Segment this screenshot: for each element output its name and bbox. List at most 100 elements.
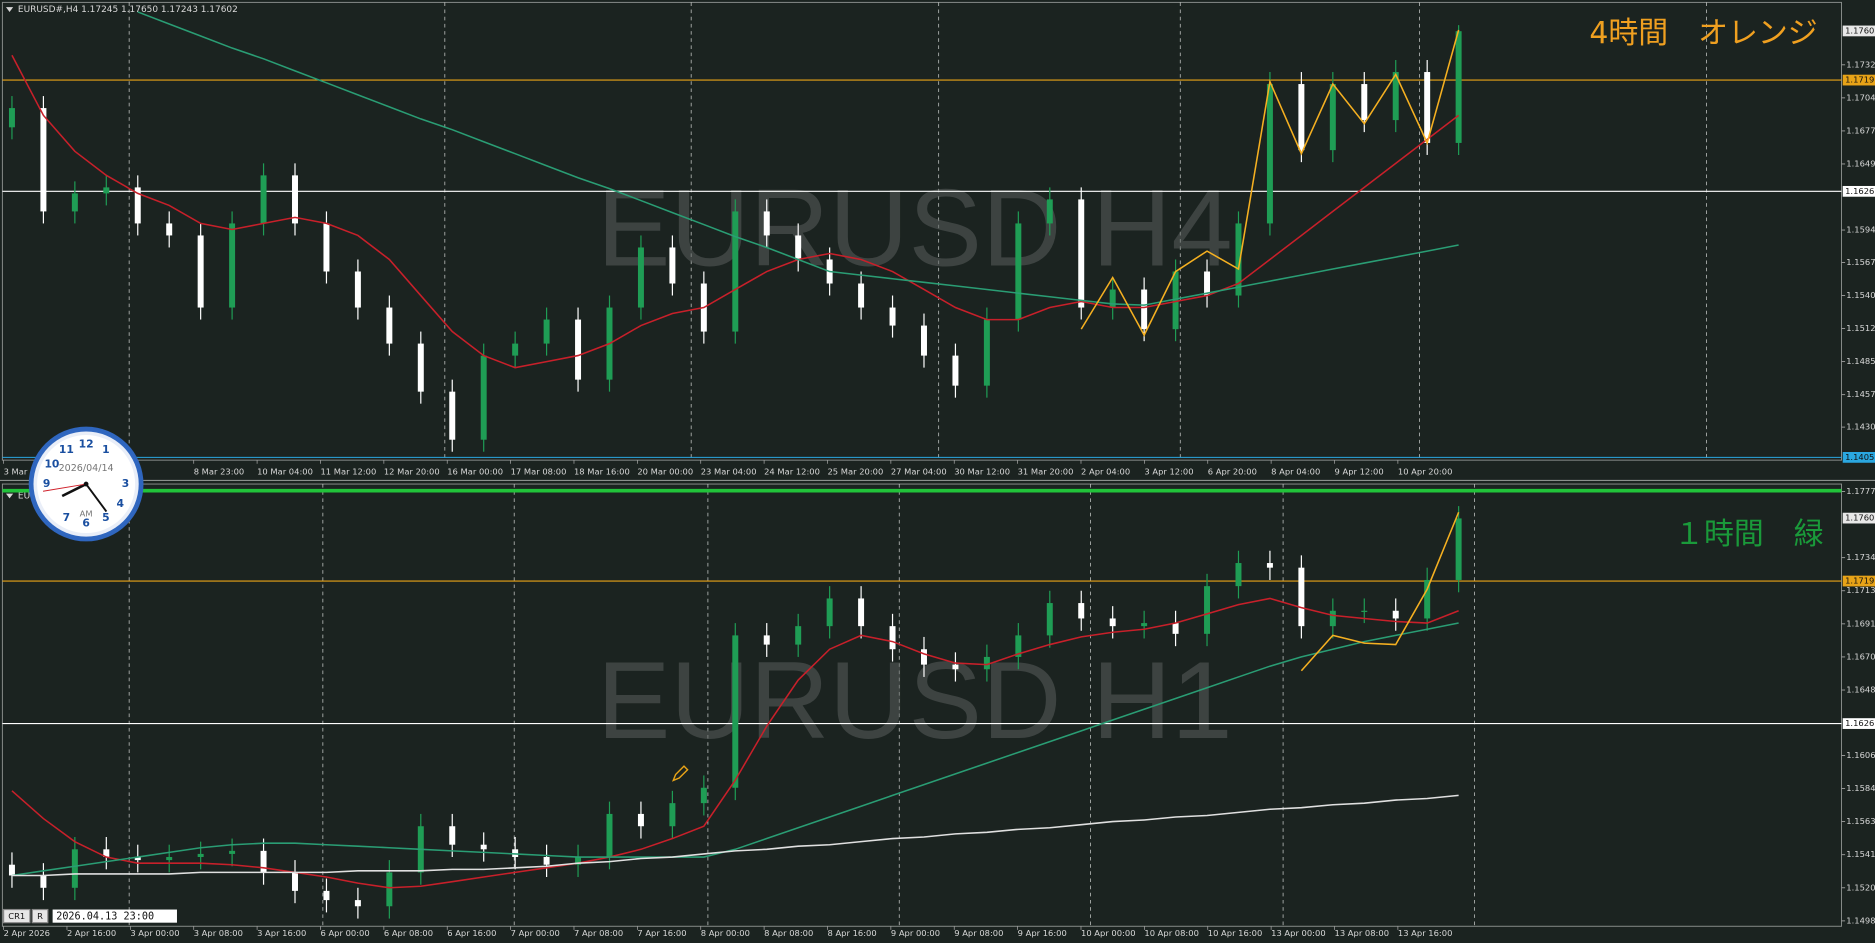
candle-body [449, 826, 456, 845]
candle-body [575, 319, 582, 380]
candle-body [480, 844, 487, 850]
candle-body [197, 853, 204, 858]
candle-body [1361, 610, 1368, 612]
candle-body [323, 890, 330, 901]
candle-body [543, 319, 550, 344]
candle-body [889, 626, 896, 650]
candle-body [637, 247, 644, 308]
candle-body [449, 391, 456, 440]
clock-numeral: 6 [82, 516, 89, 529]
x-tick-label: 10 Apr 00:00 [1081, 928, 1136, 938]
candle-body [1141, 623, 1148, 627]
level-label-box [1842, 74, 1875, 86]
candle-body [1424, 72, 1431, 143]
level-label: 1.17193 [1845, 576, 1875, 586]
candle-body [1235, 223, 1242, 296]
x-tick-label: 13 Apr 00:00 [1271, 928, 1326, 938]
series-line [11, 597, 1459, 889]
level-label: 1.14053 [1845, 452, 1875, 462]
candle-body [292, 175, 298, 224]
candle-body [543, 857, 550, 865]
x-tick-label: 2 Apr 16:00 [67, 928, 116, 938]
x-tick-label: 9 Apr 16:00 [1018, 928, 1067, 938]
x-tick-label: 9 Apr 08:00 [954, 928, 1003, 938]
y-tick-label: 1.16060 [1846, 750, 1875, 760]
candle-body [1392, 610, 1399, 619]
x-tick-label: 31 Mar 20:00 [1018, 467, 1074, 477]
clock-ampm: AM [80, 508, 93, 518]
x-tick-label: 8 Apr 04:00 [1271, 467, 1320, 477]
pencil-shape [671, 765, 689, 782]
candle-body [1329, 84, 1336, 151]
series-line [137, 11, 1459, 306]
x-tick-label: 6 Apr 20:00 [1208, 467, 1257, 477]
watermark: EURUSD H1 [597, 639, 1233, 762]
x-tick-label: 2 Apr 04:00 [1081, 467, 1130, 477]
y-tick-label: 1.15630 [1846, 816, 1875, 826]
level-label: 1.16267 [1845, 186, 1875, 196]
series-line [1300, 511, 1460, 672]
candle-body [1266, 84, 1273, 224]
y-tick-label: 1.14985 [1846, 915, 1875, 925]
candle-body [1298, 567, 1305, 627]
x-tick-label: 2 Apr 2026 [4, 928, 50, 938]
last-price-box [1842, 512, 1875, 524]
candle-body [1204, 271, 1211, 296]
candle-body [1141, 289, 1148, 330]
candle-body [700, 787, 707, 804]
y-tick-label: 1.17320 [1846, 59, 1875, 69]
candle-body [354, 900, 361, 907]
candle-body [983, 319, 990, 386]
last-price-label: 1.17602 [1845, 513, 1875, 523]
candle-body [1046, 603, 1053, 636]
clock-numeral: 10 [44, 457, 59, 470]
x-tick-label: 20 Mar 00:00 [637, 467, 693, 477]
y-tick-label: 1.17130 [1846, 585, 1875, 595]
level-label-box [1842, 185, 1875, 197]
x-tick-label: 10 Apr 20:00 [1398, 467, 1453, 477]
y-tick-label: 1.15675 [1846, 257, 1875, 267]
level-label-box [1842, 718, 1875, 729]
time-box [52, 909, 177, 923]
mode-box[interactable] [31, 908, 49, 924]
candle-body [1015, 223, 1022, 320]
candle-body [40, 875, 47, 888]
candle-body [858, 283, 865, 308]
level-label-box [1842, 452, 1875, 463]
candle-body [763, 635, 770, 645]
x-tick-label: 24 Mar 12:00 [764, 467, 820, 477]
clock-numeral: 12 [79, 438, 94, 451]
x-tick-label: 3 Apr 16:00 [257, 928, 306, 938]
candle-body [920, 649, 927, 665]
series-line [11, 794, 1459, 877]
chart-header: EURUSD#,H4 1.17245 1.17650 1.17243 1.176… [18, 5, 238, 15]
level-label-box [1842, 575, 1875, 587]
x-tick-label: 18 Mar 16:00 [574, 467, 630, 477]
pencil-icon[interactable] [671, 765, 689, 782]
x-tick-label: 25 Mar 20:00 [827, 467, 883, 477]
candle-body [1455, 518, 1462, 580]
panel-frame [1, 1, 1842, 461]
x-tick-label: 6 Apr 16:00 [447, 928, 496, 938]
candle-body [197, 235, 204, 308]
candle-body [1015, 635, 1022, 657]
profile-box[interactable] [2, 908, 31, 924]
y-tick-label: 1.17345 [1846, 552, 1875, 562]
clock-numeral: 11 [59, 443, 74, 456]
candle-body [1329, 610, 1336, 627]
y-tick-label: 1.16700 [1846, 651, 1875, 661]
clock-numeral: 7 [63, 511, 70, 524]
candle-body [826, 598, 833, 627]
candle-body [8, 108, 15, 128]
y-tick-label: 1.15415 [1846, 849, 1875, 859]
y-tick-label: 1.15945 [1846, 225, 1875, 235]
candle-body [323, 223, 330, 272]
candle-body [229, 850, 236, 854]
last-price-box [1842, 25, 1875, 37]
x-tick-label: 23 Mar 04:00 [701, 467, 757, 477]
y-tick-label: 1.17045 [1846, 92, 1875, 102]
x-tick-label: 10 Mar 04:00 [257, 467, 313, 477]
level-label: 1.16267 [1845, 718, 1875, 728]
watermark: EURUSD H4 [597, 167, 1233, 290]
